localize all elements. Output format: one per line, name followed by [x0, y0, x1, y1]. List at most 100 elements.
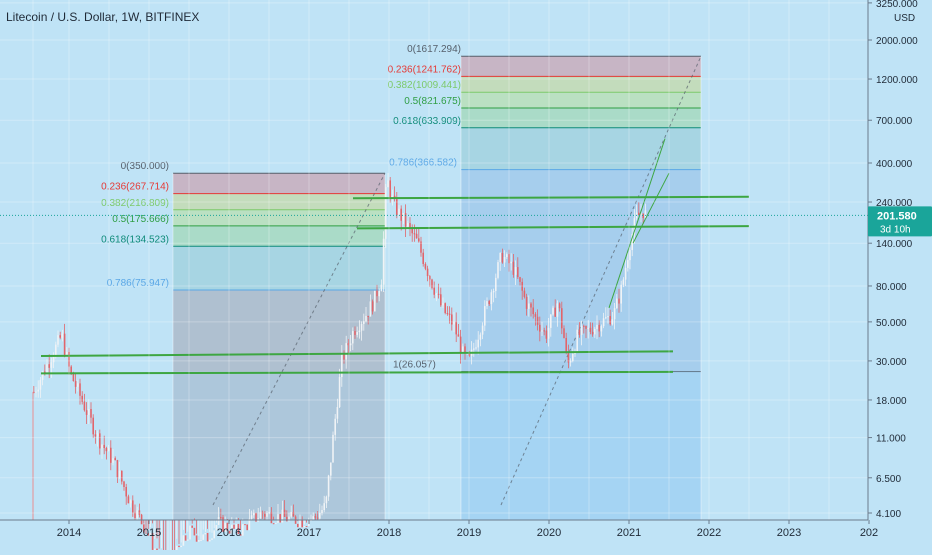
fib-diagonal	[500, 56, 702, 506]
candle-body	[631, 234, 633, 251]
price-tick-label: 50.000	[876, 318, 907, 329]
candle-body	[33, 391, 35, 393]
candle-body	[118, 470, 121, 478]
candle-body	[629, 250, 631, 261]
candle-body	[371, 301, 374, 312]
candle-body	[594, 328, 596, 335]
trend-lines	[40, 138, 750, 375]
fib-zone	[173, 225, 385, 247]
candle-body	[422, 252, 424, 264]
candle-body	[268, 512, 270, 514]
candle-body	[385, 187, 387, 239]
trend-line	[356, 225, 750, 230]
candle-body	[125, 486, 127, 497]
price-tick-label: 140.000	[876, 239, 913, 250]
candle-body	[198, 540, 200, 542]
candle-body	[545, 330, 548, 339]
candle-body	[143, 524, 145, 533]
trend-line	[352, 195, 750, 200]
candle-body	[334, 418, 336, 435]
candle-body	[431, 279, 433, 288]
candle-body	[589, 327, 592, 332]
candle-body	[376, 290, 378, 297]
candle-body	[532, 307, 534, 315]
fib-zone	[173, 289, 385, 372]
candle-body	[349, 343, 352, 346]
fib-level-label: 0.618(134.523)	[101, 234, 169, 245]
candle-body	[336, 407, 339, 419]
candle-body	[642, 213, 644, 219]
candle-body	[453, 321, 455, 325]
fib-zone	[461, 92, 701, 108]
candle-body	[35, 391, 37, 393]
trend-line	[608, 138, 666, 309]
fib-level-label: 0.786(366.582)	[389, 158, 457, 169]
candle-body	[94, 434, 97, 437]
candle-body	[266, 513, 268, 517]
candle-body	[180, 545, 182, 548]
candle-body	[486, 301, 488, 307]
candle-body	[195, 535, 198, 542]
fib-level-label: 0(1617.294)	[407, 44, 461, 55]
price-tick-label: 6.500	[876, 474, 901, 485]
candle-body	[596, 324, 598, 329]
fib-labels: 0(350.000) 0.236(267.714) 0.382(216.809) 0.…	[101, 44, 461, 370]
candle-body	[591, 331, 594, 335]
candle-body	[521, 281, 523, 291]
candle-body	[250, 515, 253, 519]
fib-zone	[173, 173, 385, 194]
candle-body	[457, 334, 460, 337]
candle-body	[459, 336, 462, 354]
candle-body	[481, 325, 484, 335]
candle-body	[356, 332, 358, 335]
candle-body	[77, 383, 79, 387]
candle-body	[367, 315, 369, 317]
candle-body	[136, 510, 138, 519]
price-tick-label: 80.000	[876, 282, 907, 293]
candle-body	[206, 532, 209, 542]
candle-body	[204, 532, 207, 535]
candle-body	[378, 291, 380, 297]
price-tick-label: 240.000	[876, 198, 913, 209]
candle-body	[189, 525, 191, 540]
candle-body	[231, 524, 233, 534]
candle-body	[301, 520, 303, 528]
fib-zone	[173, 193, 385, 210]
candle-body	[211, 538, 213, 540]
candle-body	[303, 526, 306, 528]
candle-body	[380, 284, 383, 292]
candle-body	[644, 210, 647, 219]
candle-body	[145, 532, 147, 534]
candle-body	[37, 389, 39, 392]
trend-line	[40, 350, 674, 357]
candle-body	[510, 261, 512, 264]
candle-body	[400, 208, 402, 221]
candle-body	[277, 514, 279, 523]
candle-body	[312, 516, 314, 520]
current-price-tag	[868, 206, 932, 237]
candle-body	[420, 241, 422, 253]
candle-body	[576, 329, 578, 352]
candle-body	[407, 223, 409, 227]
candle-body	[468, 352, 471, 356]
candle-body	[464, 346, 466, 353]
candle-body	[92, 417, 94, 435]
candle-body	[140, 514, 143, 525]
candle-body	[193, 527, 196, 536]
time-tick-label: 2021	[617, 527, 641, 539]
fib-level-label: 0.786(75.947)	[107, 278, 169, 289]
candle-body	[288, 516, 290, 522]
fib-zone	[461, 107, 701, 128]
candle-body	[330, 462, 332, 476]
candle-body	[112, 458, 114, 463]
candle-body	[616, 298, 618, 309]
fib-zone	[461, 127, 701, 170]
time-tick-label: 2015	[137, 527, 161, 539]
candle-body	[607, 316, 609, 318]
candle-body	[600, 326, 603, 332]
candle-body	[484, 306, 486, 326]
time-tick-label: 2017	[297, 527, 321, 539]
